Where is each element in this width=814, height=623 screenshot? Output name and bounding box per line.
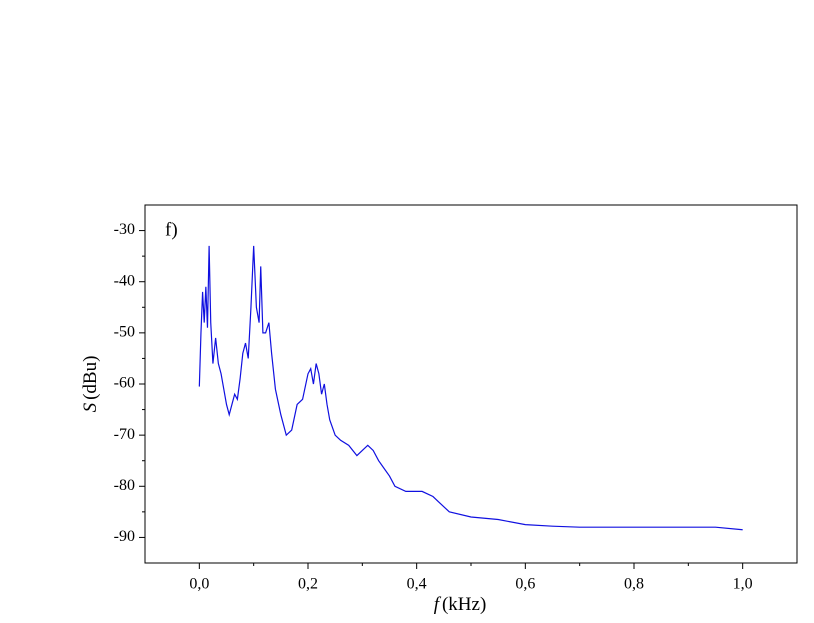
x-axis-title: f (kHz) <box>434 594 487 615</box>
y-axis-unit: (dBu) <box>80 356 101 400</box>
x-tick-label: 0,8 <box>624 576 644 593</box>
annotation: f) <box>165 219 178 240</box>
x-axis-symbol: f <box>434 594 442 615</box>
y-tick-label: -30 <box>114 221 135 238</box>
y-axis-symbol: S <box>80 402 101 412</box>
y-tick-label: -80 <box>114 477 135 494</box>
x-tick-label: 0,4 <box>407 576 427 593</box>
y-tick-label: -90 <box>114 528 135 545</box>
y-tick-label: -70 <box>114 426 135 443</box>
data-line <box>198 245 743 531</box>
y-tick-label: -50 <box>114 324 135 341</box>
x-tick-label: 1,0 <box>733 576 753 593</box>
x-tick-label: 0,2 <box>298 576 318 593</box>
y-tick-label: -40 <box>114 272 135 289</box>
plot-frame <box>144 204 798 564</box>
x-tick-label: 0,0 <box>189 576 209 593</box>
x-tick-label: 0,6 <box>515 576 535 593</box>
y-tick-label: -60 <box>114 375 135 392</box>
y-axis-title: S (dBu) <box>80 356 101 413</box>
x-axis-unit: (kHz) <box>442 594 486 615</box>
